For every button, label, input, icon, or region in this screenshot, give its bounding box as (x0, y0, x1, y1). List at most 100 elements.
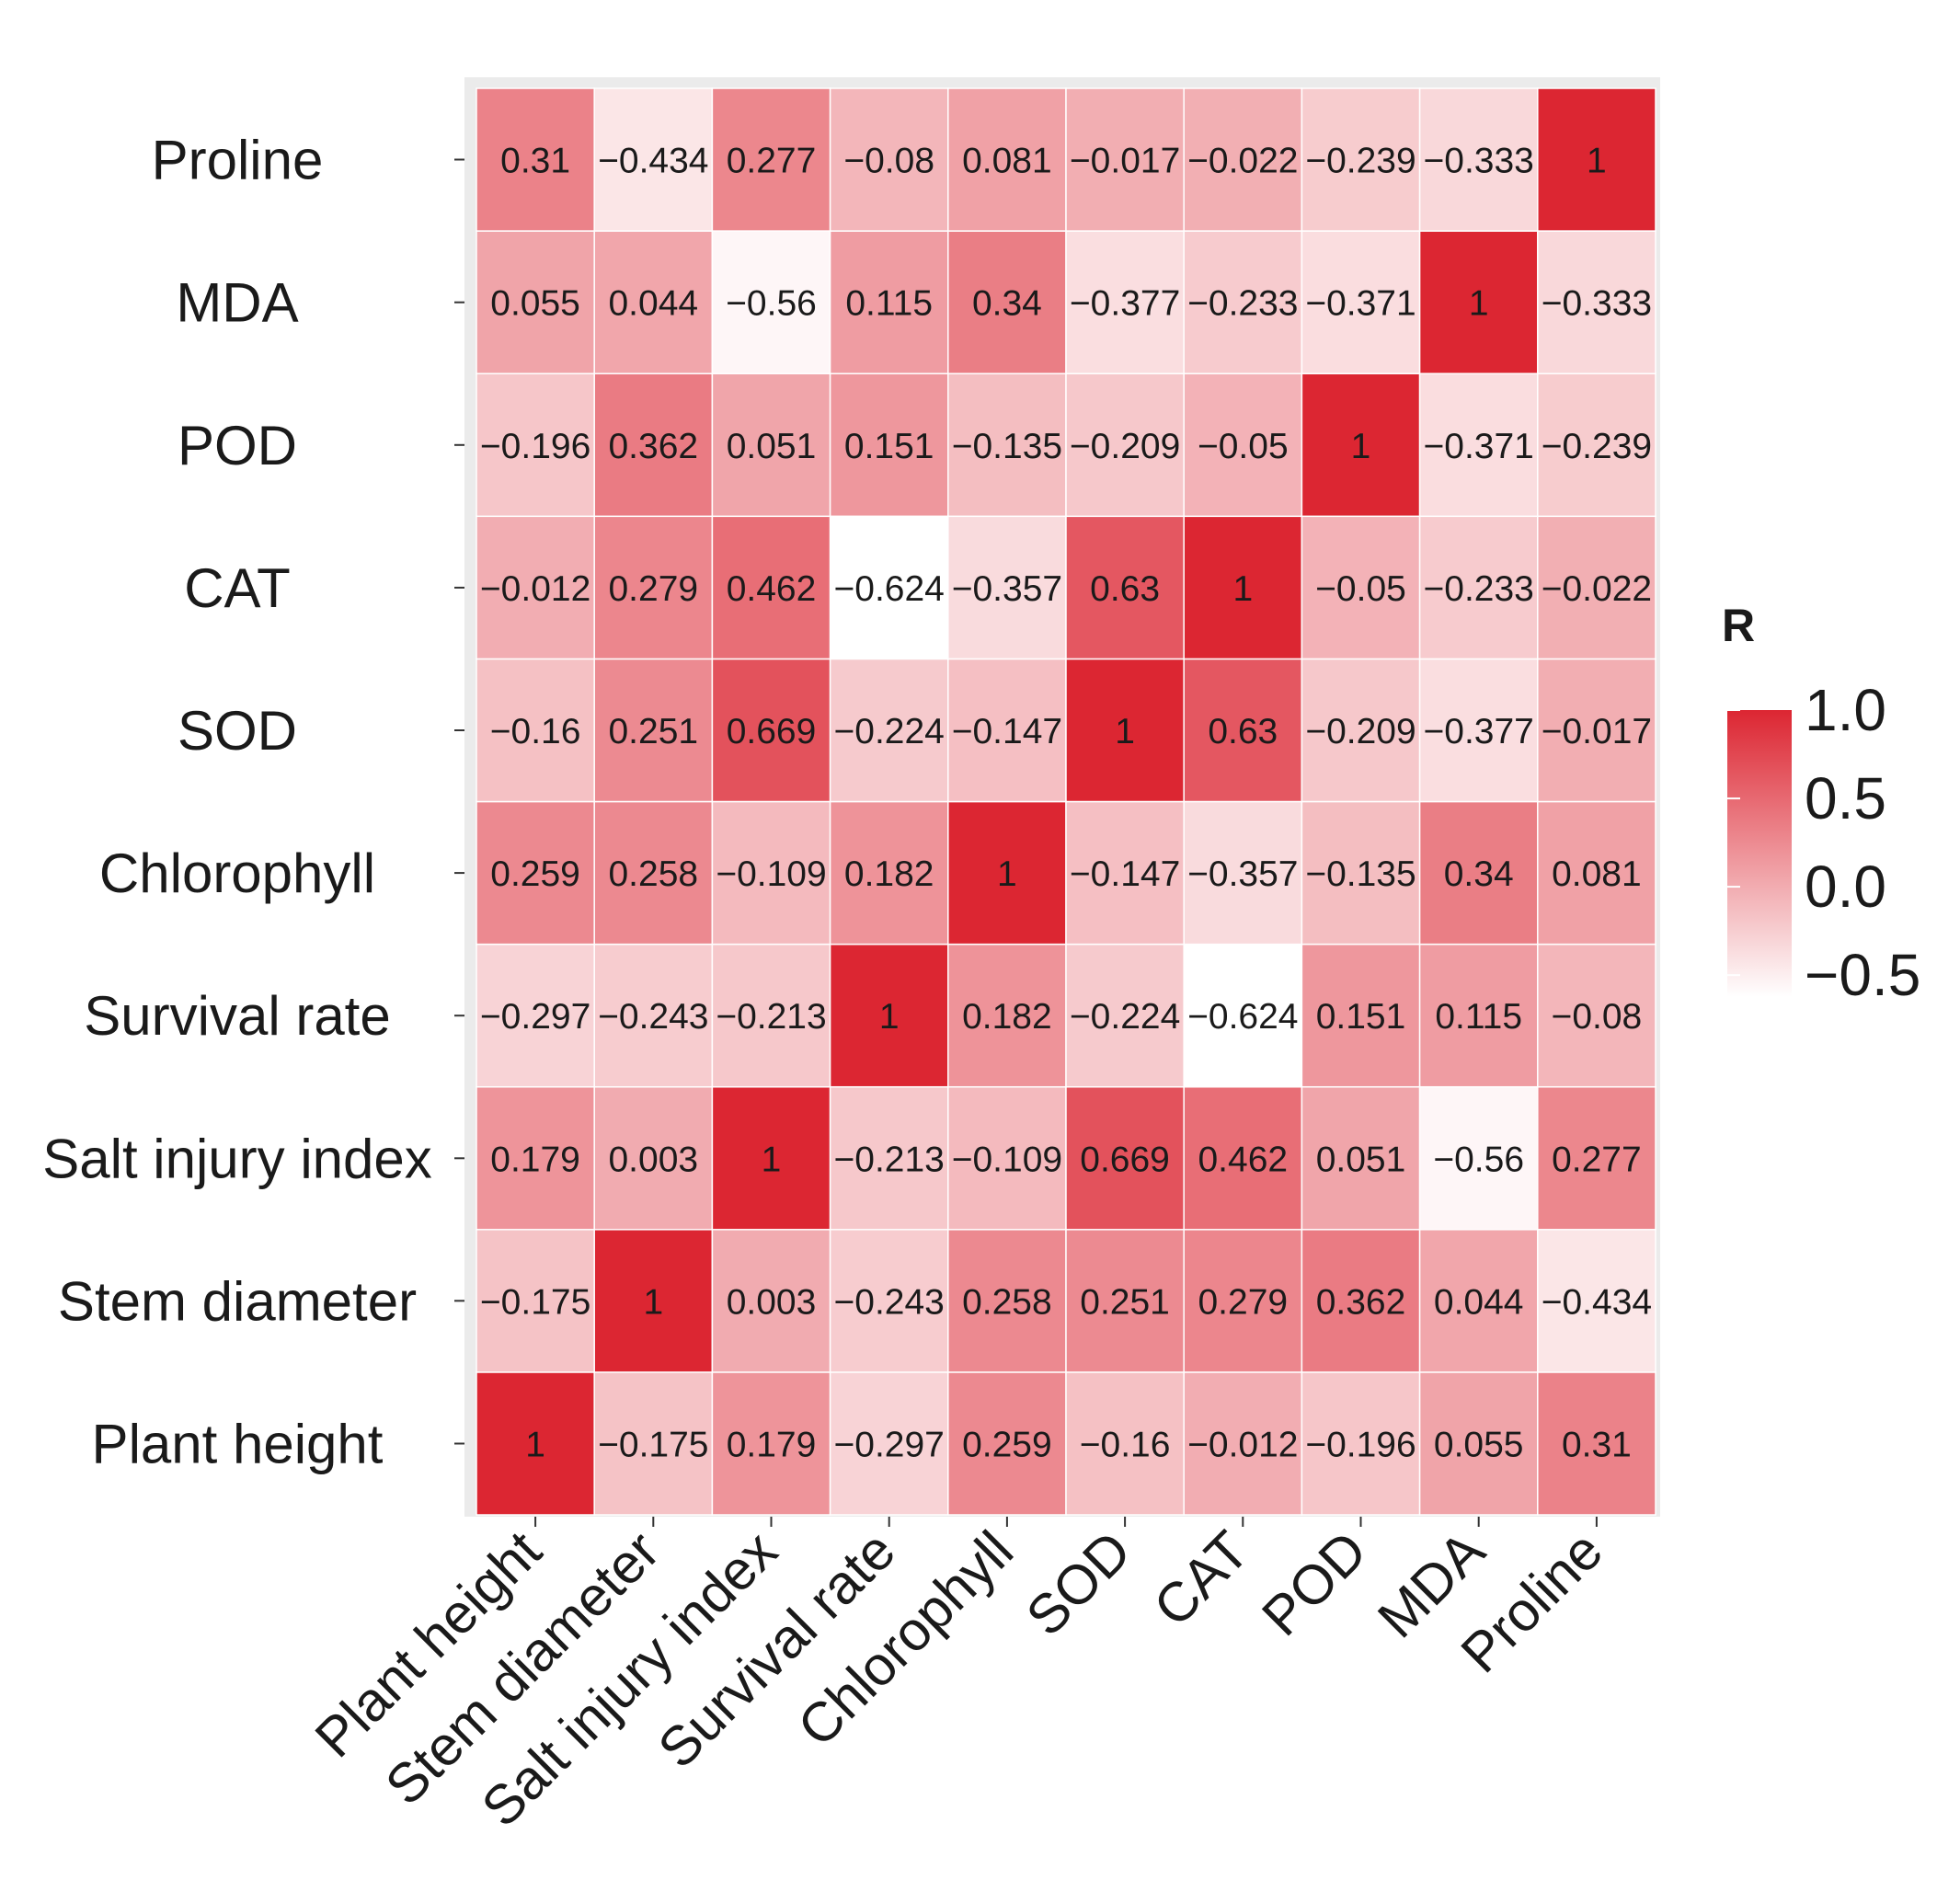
cell-value-label: −0.08 (1552, 997, 1643, 1037)
heatmap-cell (829, 800, 949, 946)
cell-value-label: −0.196 (1305, 1426, 1416, 1465)
heatmap-cell (593, 658, 714, 803)
heatmap-cell (829, 87, 949, 232)
heatmap-cell (1418, 1371, 1539, 1516)
heatmap-cell (1418, 373, 1539, 518)
cell-value-label: −0.08 (843, 142, 934, 181)
heatmap-cell (476, 87, 595, 232)
cell-value-label: 0.115 (845, 284, 933, 324)
heatmap-cell (947, 515, 1067, 660)
cell-value-label: −0.213 (716, 997, 826, 1037)
y-axis-label: CAT (184, 557, 291, 619)
cell-value-label: −0.109 (952, 1140, 1062, 1179)
cell-value-label: 0.179 (727, 1426, 817, 1465)
cell-value-label: 0.31 (500, 142, 570, 181)
cell-value-label: −0.135 (1305, 854, 1416, 894)
cell-value-label: 1 (1351, 427, 1371, 466)
heatmap-cell (1537, 373, 1656, 518)
cell-value-label: 0.182 (962, 997, 1052, 1037)
cell-value-label: 0.081 (962, 142, 1052, 181)
heatmap-cell (829, 230, 949, 374)
heatmap-cell (1065, 800, 1185, 946)
heatmap-cell (1537, 800, 1656, 946)
cell-value-label: −0.224 (834, 712, 945, 751)
cell-value-label: 0.055 (1434, 1426, 1524, 1465)
cell-value-label: −0.224 (1070, 997, 1180, 1037)
heatmap-cell (947, 1085, 1067, 1231)
heatmap-cell (1537, 515, 1656, 660)
cell-value-label: 0.63 (1208, 712, 1278, 751)
cell-value-label: 0.34 (972, 284, 1042, 324)
legend-tick-label: −0.5 (1805, 942, 1920, 1008)
legend-tick-label: 0.5 (1805, 765, 1886, 831)
heatmap-cell (1183, 658, 1303, 803)
cell-value-label: −0.333 (1424, 142, 1534, 181)
heatmap-cell (1301, 87, 1421, 232)
legend-title: R (1722, 600, 1755, 651)
heatmap-cell (829, 1371, 949, 1516)
cell-value-label: 0.055 (490, 284, 580, 324)
heatmap-cell (476, 800, 595, 946)
cell-value-label: −0.196 (480, 427, 590, 466)
heatmap-cell (1065, 373, 1185, 518)
heatmap-cell (476, 1229, 595, 1373)
cell-value-label: −0.05 (1198, 427, 1289, 466)
heatmap-cell (1065, 1371, 1185, 1516)
y-axis-label: POD (178, 415, 297, 476)
cell-value-label: −0.333 (1542, 284, 1652, 324)
heatmap-cell (1065, 230, 1185, 374)
cell-value-label: −0.243 (598, 997, 708, 1037)
cell-value-label: −0.147 (952, 712, 1062, 751)
cell-value-label: 0.044 (1434, 1282, 1524, 1322)
heatmap-cell (1537, 230, 1656, 374)
cell-value-label: −0.371 (1424, 427, 1534, 466)
cell-value-label: −0.434 (598, 142, 708, 181)
heatmap-cell (476, 230, 595, 374)
cell-value-label: −0.377 (1070, 284, 1180, 324)
heatmap-cell (1537, 87, 1656, 232)
heatmap-cell (593, 230, 714, 374)
heatmap-cell (1183, 1229, 1303, 1373)
cell-value-label: −0.175 (598, 1426, 708, 1465)
heatmap-cell (711, 87, 831, 232)
heatmap-cell (1301, 1371, 1421, 1516)
heatmap-cell (1418, 87, 1539, 232)
heatmap-cell (593, 515, 714, 660)
cell-value-label: 1 (1115, 712, 1135, 751)
cell-value-label: −0.371 (1305, 284, 1416, 324)
cell-value-label: 0.051 (727, 427, 817, 466)
y-axis-label: Salt injury index (42, 1128, 432, 1189)
heatmap-cell (1065, 658, 1185, 803)
heatmap-cell (947, 373, 1067, 518)
cell-value-label: 0.003 (608, 1140, 698, 1179)
heatmap-cell (1418, 1229, 1539, 1373)
heatmap-cell (1183, 373, 1303, 518)
heatmap-cell (947, 230, 1067, 374)
cell-value-label: −0.012 (480, 569, 590, 609)
y-axis-label: MDA (176, 272, 298, 334)
cell-value-label: 1 (997, 854, 1017, 894)
cell-value-label: 1 (762, 1140, 782, 1179)
y-axis-label: SOD (178, 700, 297, 762)
cell-value-label: 0.63 (1090, 569, 1160, 609)
y-axis-label: Chlorophyll (99, 843, 375, 904)
cell-value-label: −0.357 (1187, 854, 1298, 894)
cell-value-label: −0.297 (480, 997, 590, 1037)
cell-value-label: −0.239 (1305, 142, 1416, 181)
cell-value-label: 0.279 (1198, 1282, 1288, 1322)
heatmap-cell (593, 1229, 714, 1373)
cell-value-label: −0.022 (1187, 142, 1298, 181)
x-axis-label: POD (1250, 1519, 1378, 1647)
heatmap-cell (1301, 1229, 1421, 1373)
cell-value-label: −0.135 (952, 427, 1062, 466)
heatmap-cell (1537, 1229, 1656, 1373)
heatmap-cell (829, 658, 949, 803)
heatmap-cell (1537, 658, 1656, 803)
heatmap-cell (476, 943, 595, 1088)
cell-value-label: −0.022 (1542, 569, 1652, 609)
heatmap-cell (1065, 1229, 1185, 1373)
heatmap-cell (1183, 515, 1303, 660)
cell-value-label: −0.209 (1070, 427, 1180, 466)
